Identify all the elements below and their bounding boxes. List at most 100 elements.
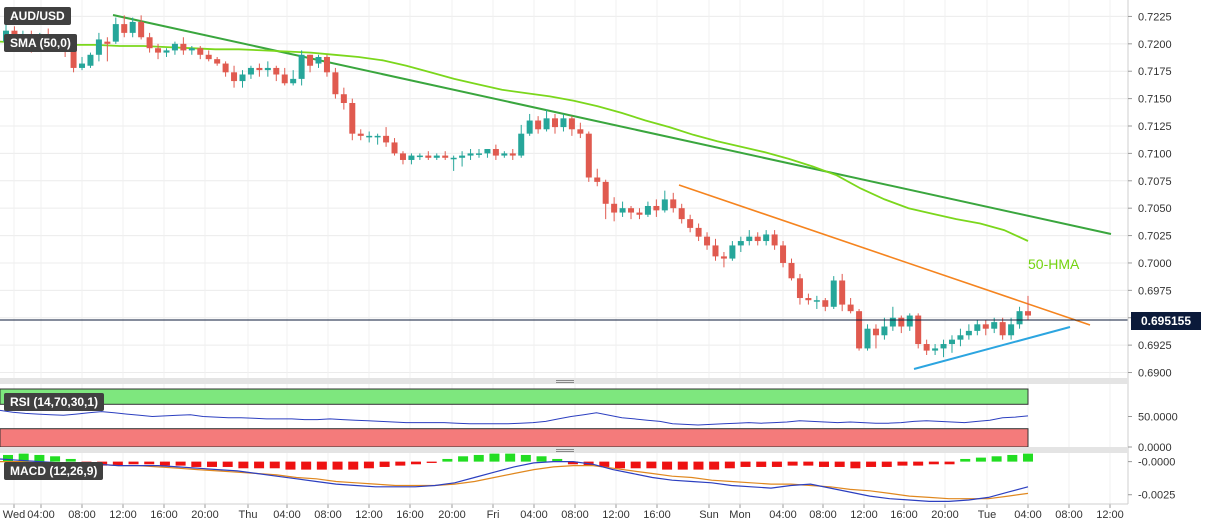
candle[interactable]	[509, 149, 516, 160]
candle[interactable]	[594, 168, 601, 187]
candle[interactable]	[552, 113, 559, 134]
sma-label[interactable]: SMA (50,0)	[4, 34, 77, 52]
candle[interactable]	[188, 46, 195, 55]
pane-divider-top[interactable]	[0, 378, 1128, 384]
candle[interactable]	[670, 192, 677, 213]
candle[interactable]	[518, 124, 525, 158]
rsi-label[interactable]: RSI (14,70,30,1)	[4, 393, 105, 411]
candle[interactable]	[87, 52, 94, 68]
candle[interactable]	[307, 54, 314, 73]
candle[interactable]	[754, 232, 761, 246]
candle[interactable]	[889, 306, 896, 331]
candle[interactable]	[560, 113, 567, 132]
candle[interactable]	[704, 232, 711, 250]
candle[interactable]	[416, 153, 423, 160]
candle[interactable]	[771, 230, 778, 250]
candle[interactable]	[568, 116, 575, 136]
candle[interactable]	[374, 133, 381, 145]
candle[interactable]	[712, 238, 719, 261]
candle[interactable]	[839, 273, 846, 312]
candle[interactable]	[340, 87, 347, 110]
candle[interactable]	[197, 46, 204, 60]
candle[interactable]	[940, 339, 947, 358]
candle[interactable]	[450, 155, 457, 171]
candle[interactable]	[290, 70, 297, 86]
candle[interactable]	[543, 109, 550, 132]
candle[interactable]	[146, 32, 153, 53]
candle[interactable]	[222, 61, 229, 77]
candle[interactable]	[746, 230, 753, 246]
candle[interactable]	[138, 15, 145, 40]
candle[interactable]	[822, 298, 829, 312]
candle[interactable]	[475, 149, 482, 158]
candle[interactable]	[205, 50, 212, 62]
candle[interactable]	[129, 17, 136, 38]
candle[interactable]	[425, 151, 432, 160]
candle[interactable]	[653, 199, 660, 217]
candle[interactable]	[585, 131, 592, 182]
candle[interactable]	[281, 67, 288, 86]
candle[interactable]	[535, 116, 542, 134]
candle[interactable]	[813, 295, 820, 309]
candle[interactable]	[720, 252, 727, 268]
candle[interactable]	[526, 113, 533, 136]
candle[interactable]	[763, 230, 770, 246]
candle[interactable]	[856, 308, 863, 351]
candle[interactable]	[948, 335, 955, 353]
candle[interactable]	[611, 197, 618, 222]
candle[interactable]	[264, 61, 271, 77]
candle[interactable]	[433, 153, 440, 160]
candle[interactable]	[180, 37, 187, 55]
candle[interactable]	[171, 41, 178, 55]
candle[interactable]	[906, 313, 913, 331]
candle[interactable]	[408, 153, 415, 165]
candle[interactable]	[881, 317, 888, 340]
candle[interactable]	[678, 203, 685, 224]
candle[interactable]	[788, 258, 795, 281]
candle[interactable]	[1008, 317, 1015, 340]
candle[interactable]	[805, 293, 812, 305]
candle[interactable]	[484, 149, 491, 158]
candle[interactable]	[872, 324, 879, 349]
candle[interactable]	[965, 324, 972, 340]
candle[interactable]	[687, 214, 694, 233]
candle[interactable]	[357, 129, 364, 141]
candle[interactable]	[999, 317, 1006, 340]
candle[interactable]	[577, 122, 584, 139]
candle[interactable]	[459, 151, 466, 167]
candle[interactable]	[442, 151, 449, 160]
candle[interactable]	[923, 339, 930, 355]
candle[interactable]	[214, 56, 221, 66]
candle[interactable]	[231, 65, 238, 88]
candle[interactable]	[163, 48, 170, 57]
candle[interactable]	[1016, 306, 1023, 329]
candle[interactable]	[399, 151, 406, 165]
candle[interactable]	[383, 127, 390, 147]
candle[interactable]	[695, 223, 702, 242]
candle[interactable]	[298, 50, 305, 86]
candle[interactable]	[864, 324, 871, 351]
candle[interactable]	[315, 54, 322, 68]
candle[interactable]	[155, 43, 162, 60]
candle[interactable]	[602, 179, 609, 220]
candle[interactable]	[104, 37, 111, 62]
candle[interactable]	[112, 17, 119, 44]
candle[interactable]	[661, 190, 668, 213]
candle[interactable]	[121, 15, 128, 38]
candle[interactable]	[780, 241, 787, 268]
candle[interactable]	[957, 328, 964, 347]
candle[interactable]	[323, 54, 330, 77]
candle[interactable]	[467, 149, 474, 160]
candle[interactable]	[349, 98, 356, 141]
candle[interactable]	[796, 273, 803, 305]
candle[interactable]	[737, 236, 744, 252]
candle[interactable]	[256, 63, 263, 77]
pane-divider-bottom[interactable]	[0, 447, 1128, 453]
candle[interactable]	[636, 208, 643, 220]
candle[interactable]	[729, 241, 736, 261]
candle[interactable]	[492, 144, 499, 160]
candle[interactable]	[1025, 295, 1031, 320]
candle[interactable]	[247, 65, 254, 79]
candle[interactable]	[982, 319, 989, 336]
